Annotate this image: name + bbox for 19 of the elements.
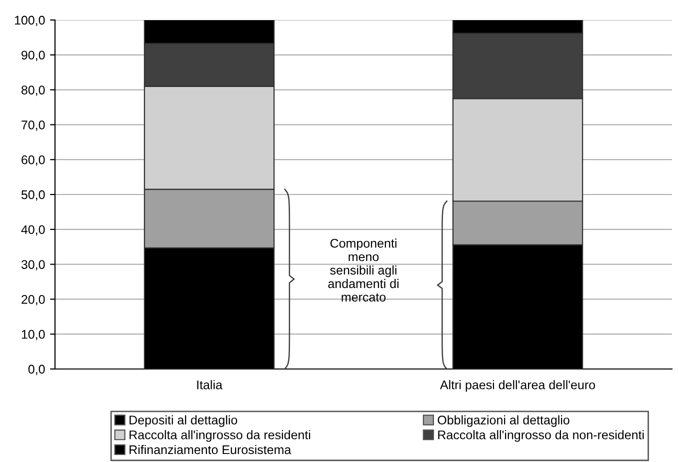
legend-label: Raccolta all'ingrosso da non-residenti [438,430,644,442]
x-tick-label: Altri paesi dell'area dell'euro [440,380,596,392]
y-tick-label: 0,0 [28,364,45,376]
y-tick-label: 40,0 [21,225,45,236]
y-tick-label: 70,0 [22,120,45,131]
y-tick-label: 30,0 [21,260,45,270]
y-tick-label: 90,0 [22,50,45,62]
y-tick-label: 10,0 [22,330,45,340]
y-tick-label: 100,0 [14,16,45,26]
y-tick-label: 50,0 [21,190,45,201]
legend-label: Depositi al dettaglio [130,415,238,427]
legend-label: Rifinanziamento Eurosistema [130,444,292,454]
legend-label: Raccolta all'ingrosso da residenti [130,430,310,442]
y-tick-label: 20,0 [22,295,45,306]
y-tick-label: 80,0 [21,86,45,96]
x-tick-label: Italia [197,380,222,390]
annotation: Componenti meno sensibili agli andamenti di mercato [328,238,398,302]
y-tick-label: 60,0 [22,155,45,166]
legend-label: Obbligazioni al dettaglio [438,415,570,427]
